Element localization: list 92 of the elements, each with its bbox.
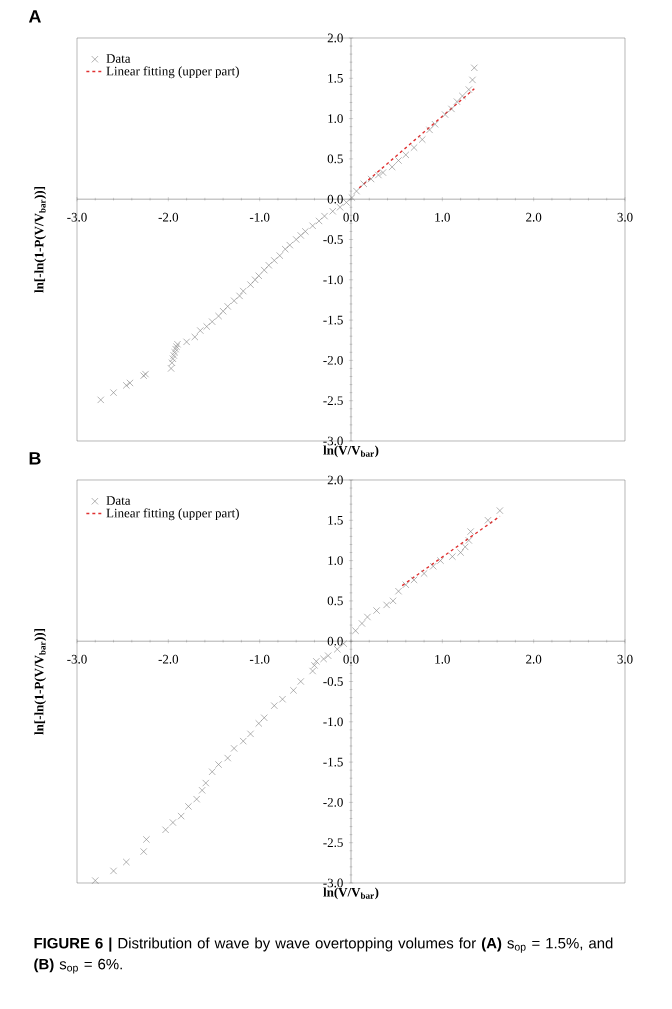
- point: [297, 678, 305, 685]
- x-tick-label: 1.0: [435, 212, 450, 222]
- point: [358, 619, 366, 627]
- point: [208, 768, 216, 776]
- text: FIGURE 6 | Distribution of wave by wave overtopping volumes for (A) s$_{op}$ = 1.5%, and (B) s$_{op}$ = 6%.: [34, 937, 613, 974]
- x-tick-label: -2.0: [158, 212, 179, 222]
- point: [177, 812, 185, 820]
- x-tick-label: 3.0: [617, 212, 633, 222]
- chart-title: A: [28, 10, 41, 23]
- y-tick-label: 0.5: [327, 154, 343, 164]
- point: [202, 779, 210, 787]
- y-tick-label: -1.5: [323, 315, 343, 325]
- point: [110, 867, 118, 875]
- legend-label: Data: [106, 496, 131, 505]
- point: [169, 819, 177, 827]
- point: [465, 536, 473, 544]
- x-tick-label: -1.0: [249, 654, 270, 664]
- x-tick-label: -1.0: [249, 212, 270, 222]
- point: [484, 516, 492, 524]
- chart-title: B: [29, 452, 41, 465]
- point: [373, 607, 381, 615]
- point: [270, 702, 278, 710]
- point: [230, 744, 238, 752]
- x-tick-label: -3.0: [67, 212, 87, 222]
- y-tick-label: -1.0: [323, 717, 343, 727]
- point: [122, 858, 130, 866]
- x-axis-title: ln(V/V$_{bar}$): [323, 445, 379, 458]
- point: [429, 562, 437, 570]
- x-axis-title: ln(V/V$_{bar}$): [323, 887, 379, 900]
- point: [279, 695, 286, 703]
- x-tick-label: 0.0: [343, 654, 359, 664]
- y-tick-label: -2.0: [323, 798, 343, 807]
- x-tick-label: 1.0: [435, 654, 450, 664]
- point: [91, 877, 99, 885]
- y-tick-label: -1.0: [323, 275, 343, 285]
- y-tick-label: 0.0: [327, 636, 343, 646]
- y-tick-label: -0.5: [323, 235, 343, 244]
- point: [395, 587, 402, 595]
- y-axis-title: ln[-ln(1-P(V/V$_{bar}$))]: [34, 629, 47, 735]
- y-tick-label: 1.0: [328, 556, 343, 565]
- point: [324, 652, 332, 660]
- point: [247, 730, 255, 738]
- legend-label: Data: [106, 54, 131, 63]
- point: [352, 627, 360, 635]
- point: [389, 597, 397, 605]
- y-tick-label: -0.5: [323, 677, 343, 686]
- point: [198, 786, 206, 794]
- point: [410, 576, 418, 584]
- y-tick-label: -2.5: [323, 396, 343, 406]
- point: [402, 581, 410, 589]
- point: [239, 737, 247, 745]
- point: [467, 528, 475, 536]
- point: [310, 661, 318, 669]
- y-tick-label: -3.0: [323, 436, 343, 446]
- point: [224, 754, 232, 762]
- x-tick-label: 2.0: [526, 654, 542, 664]
- point: [142, 835, 150, 843]
- y-tick-label: -2.5: [323, 838, 343, 848]
- point: [363, 613, 371, 621]
- point: [461, 543, 469, 551]
- y-tick-label: 2.0: [327, 475, 343, 485]
- point: [457, 549, 465, 557]
- point: [184, 802, 192, 810]
- point: [255, 719, 263, 727]
- legend-label: Linear fitting (upper part): [106, 66, 239, 79]
- point: [448, 553, 456, 561]
- y-tick-label: 0.0: [327, 194, 343, 204]
- y-tick-label: -1.5: [323, 757, 343, 767]
- x-tick-label: 0.0: [343, 212, 359, 222]
- point: [309, 667, 317, 675]
- x-tick-label: 3.0: [617, 654, 633, 664]
- y-tick-label: -2.0: [323, 355, 343, 365]
- y-tick-label: 1.5: [328, 515, 343, 525]
- y-tick-label: 1.5: [328, 73, 343, 83]
- point: [140, 848, 148, 856]
- x-tick-label: -2.0: [158, 654, 179, 664]
- point: [162, 826, 170, 834]
- x-tick-label: 2.0: [526, 212, 542, 222]
- y-tick-label: -3.0: [323, 878, 343, 888]
- point: [260, 714, 268, 722]
- point: [289, 686, 297, 694]
- point: [496, 507, 504, 515]
- x-tick-label: -3.0: [67, 654, 87, 664]
- y-axis-title: ln[-ln(1-P(V/V$_{bar}$))]: [34, 186, 47, 293]
- point: [193, 795, 201, 803]
- legend-label: Linear fitting (upper part): [106, 508, 239, 521]
- y-tick-label: 2.0: [327, 33, 343, 43]
- point: [383, 601, 391, 609]
- y-tick-label: 0.5: [327, 596, 343, 606]
- y-tick-label: 1.0: [328, 114, 343, 123]
- point: [437, 557, 444, 565]
- point: [420, 570, 428, 577]
